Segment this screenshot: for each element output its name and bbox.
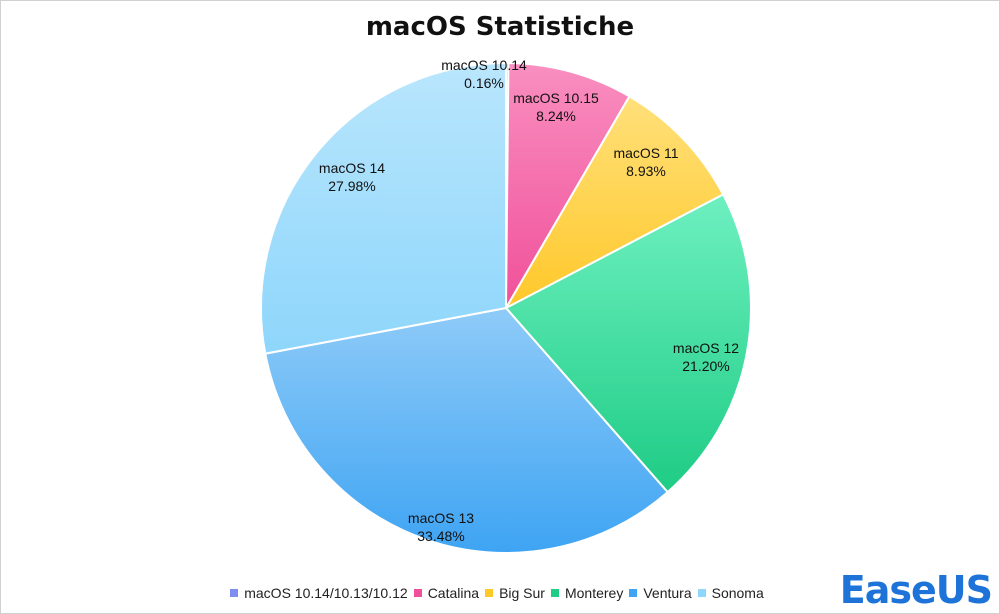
slice-percent-label: 8.24% [536,108,576,124]
pie-slice-monterey [504,193,752,494]
slice-percent-label: 21.20% [682,358,729,374]
slice-percent-label: 8.93% [626,163,666,179]
legend-swatch [230,589,239,597]
legend-item: Sonoma [697,585,764,601]
slice-label: macOS 10.15 [513,90,599,106]
chart-title: macOS Statistiche [365,12,635,42]
legend-label: Big Sur [499,585,545,601]
legend-swatch [550,589,559,597]
easeus-logo: EaseUS [839,568,993,612]
legend-item: Monterey [550,585,624,601]
legend-label: Sonoma [711,585,764,601]
legend-item: Big Sur [485,585,545,601]
pie-slice-catalina [504,62,631,312]
slice-label: macOS 13 [408,510,474,526]
legend-label: Ventura [643,585,692,601]
legend-swatch [697,589,706,597]
slice-label: macOS 14 [319,160,385,176]
slice-label: macOS 11 [613,145,678,161]
legend-item: Catalina [413,585,480,601]
slice-label: macOS 10.14 [441,57,527,73]
legend-item: macOS 10.14/10.13/10.12 [230,585,408,601]
slice-label: macOS 12 [673,340,739,356]
legend-swatch [485,589,494,597]
legend-item: Ventura [629,585,692,601]
slice-percent-label: 0.16% [464,75,504,91]
pie-slice-sonoma [260,61,507,355]
legend-label: macOS 10.14/10.13/10.12 [244,585,408,601]
pie-slice-ventura [264,306,670,554]
pie-slice-big-sur [503,94,725,311]
chart-legend: macOS 10.14/10.13/10.12 Catalina Big Sur Mo… [0,585,1000,601]
slice-percent-label: 33.48% [417,528,464,544]
slice-percent-label: 27.98% [328,178,375,194]
legend-swatch [413,589,422,597]
legend-label: Monterey [564,585,624,601]
legend-label: Catalina [427,585,480,601]
legend-swatch [629,589,638,597]
